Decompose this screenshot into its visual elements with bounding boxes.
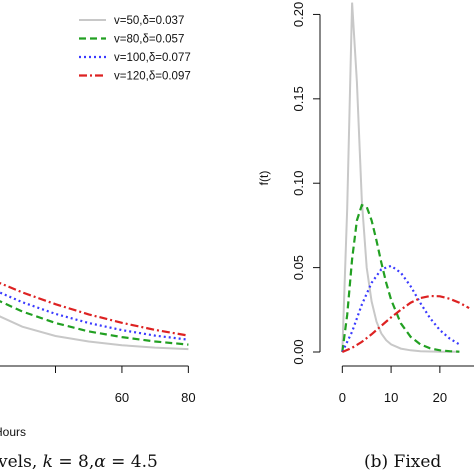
panel-b-series-line-2 — [341, 203, 460, 353]
panel-b: 0 10 20 0.00 0.05 0.10 0.15 0.20 f(t) (b) Fixe… — [257, 2, 474, 472]
panel-b-series — [341, 2, 470, 354]
panel-a-series-line-2 — [0, 300, 189, 346]
panel-b-x-tick-label-2: 10 — [384, 390, 398, 405]
panel-b-caption: (b) Fixed — [364, 452, 441, 472]
panel-b-x-tick-label-3: 20 — [433, 390, 447, 405]
panel-b-y-tick-label-1: 0.00 — [291, 339, 306, 364]
panel-b-series-line-4 — [341, 294, 470, 354]
panel-b-y-tick-label-5: 0.20 — [291, 2, 306, 27]
panel-b-x-ticks: 0 10 20 — [339, 366, 447, 405]
panel-b-y-axis-label: f(t) — [257, 171, 271, 186]
panel-b-series-line-3 — [341, 264, 460, 353]
panel-b-x-tick-label-1: 0 — [339, 390, 346, 405]
panel-a-series — [0, 281, 189, 351]
panel-a-legend-label-4: v=120,δ=0.097 — [114, 71, 191, 83]
panel-a-x-axis-label: n Hours — [0, 425, 26, 439]
panel-a-legend-label-3: v=100,δ=0.077 — [114, 52, 191, 64]
panel-a-legend-label-1: v=50,δ=0.037 — [114, 15, 184, 27]
panel-a-x-ticks: 06080 — [55, 366, 196, 405]
panel-a-x-tick-label-3: 80 — [181, 390, 195, 405]
panel-a: 06080 n Hours v=50,δ=0.037v=80,δ=0.057v=… — [0, 15, 196, 472]
panel-b-y-tick-label-4: 0.15 — [291, 86, 306, 111]
panel-a-legend: v=50,δ=0.037 v=80,δ=0.057 v=100,δ=0.077 v=1… — [79, 15, 191, 83]
panel-b-y-tick-label-3: 0.10 — [291, 171, 306, 196]
panel-b-series-line-1 — [341, 2, 460, 353]
panel-b-y-ticks: 0.00 0.05 0.10 0.15 0.20 — [291, 2, 320, 365]
panel-a-series-line-1 — [0, 315, 189, 351]
panel-a-series-line-3 — [0, 291, 189, 341]
panel-a-legend-label-2: v=80,δ=0.057 — [114, 34, 184, 46]
panel-a-x-tick-label-2: 60 — [115, 390, 129, 405]
panel-a-caption: vels, k = 8,α = 4.5 — [0, 452, 158, 472]
panel-b-y-tick-label-2: 0.05 — [291, 255, 306, 280]
panel-a-series-line-4 — [0, 281, 189, 337]
